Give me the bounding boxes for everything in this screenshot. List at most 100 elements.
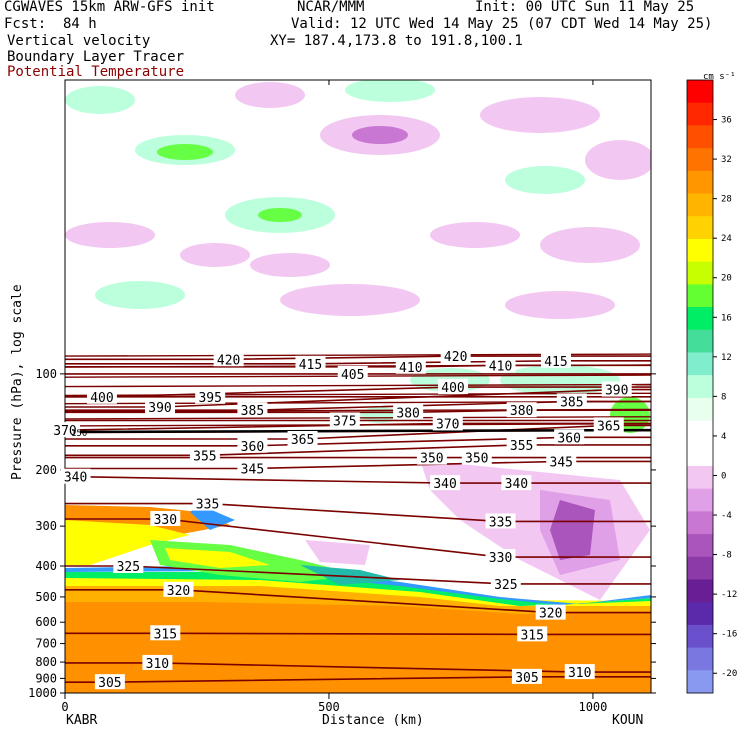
theta-label-bg [145, 398, 176, 414]
theta-label: 345 [550, 455, 573, 470]
colorbar-swatch [687, 329, 713, 353]
theta-label-bg [195, 388, 226, 404]
theta-label: 330 [154, 513, 177, 528]
valid-time: Valid: 12 UTC Wed 14 May 25 (07 CDT Wed … [291, 16, 713, 32]
colorbar-swatch [687, 102, 713, 126]
theta-label-bg [440, 348, 471, 364]
theta-label-bg [501, 475, 532, 491]
y-tick-label: 600 [35, 615, 57, 629]
theta-label: 315 [154, 627, 177, 642]
colorbar-swatch [687, 420, 713, 444]
theta-label-bg [490, 575, 521, 591]
y-tick-label: 500 [35, 590, 57, 604]
colorbar-swatch [687, 556, 713, 580]
colorbar-swatch [687, 193, 713, 217]
theta-label: 400 [441, 381, 464, 396]
theta-label: 340 [505, 477, 528, 492]
theta-label-bg [237, 437, 268, 453]
theta-contour [65, 436, 651, 447]
y-tick-label: 200 [35, 463, 57, 477]
colorbar-swatch [687, 579, 713, 603]
init-time: Init: 00 UTC Sun 11 May 25 [475, 0, 695, 15]
theta-label-bg [213, 351, 244, 367]
theta-label-bg [506, 402, 537, 418]
theta-label-bg [50, 422, 80, 438]
theta-label: 350 [465, 452, 488, 467]
field-boundary-layer-tracer: Boundary Layer Tracer [7, 49, 185, 65]
colorbar-swatch [687, 647, 713, 671]
theta-label-bg [393, 404, 424, 420]
theta-contour [65, 386, 651, 398]
cross-section-endpoints: XY= 187.4,173.8 to 191.8,100.1 [270, 33, 523, 49]
theta-label-bg [150, 511, 181, 527]
theta-label: 310 [146, 657, 169, 672]
theta-label-bg [150, 625, 181, 641]
theta-label-bg [554, 429, 585, 445]
field-potential-temperature: Potential Temperature [7, 64, 185, 80]
colorbar-label: 32 [721, 155, 732, 165]
theta-label-bg [438, 379, 469, 395]
colorbar-frame [686, 79, 714, 694]
colorbar-label: 36 [721, 116, 732, 126]
theta-label: 340 [64, 471, 87, 486]
right-station: KOUN [612, 713, 644, 728]
x-axis: 0 500 1000 [61, 80, 607, 714]
y-axis-label: Pressure (hPa), log scale [10, 284, 25, 480]
theta-label: 415 [544, 355, 567, 370]
theta-label: 325 [494, 578, 517, 593]
theta-label-bg [287, 431, 318, 447]
theta-label: 390 [148, 401, 171, 416]
theta-label: 420 [217, 353, 240, 368]
theta-label-bg [192, 495, 223, 511]
left-station: KABR [66, 713, 98, 728]
theta-label-bg [540, 352, 571, 368]
colorbar-label: 8 [721, 392, 726, 402]
theta-contour [65, 444, 651, 457]
y-tick-label: 100 [35, 367, 57, 381]
theta-label-bg [485, 549, 516, 565]
field-vertical-velocity: Vertical velocity [7, 33, 151, 49]
plot-frame [64, 79, 652, 694]
colorbar-swatch [687, 307, 713, 331]
colorbar-swatch [687, 352, 713, 376]
theta-label: 385 [241, 404, 264, 419]
theta-contour [65, 502, 651, 523]
colorbar-label: 16 [721, 313, 732, 323]
theta-contour [65, 565, 651, 585]
theta-label: 390 [605, 384, 628, 399]
colorbar-swatch [687, 148, 713, 172]
theta-label: 405 [341, 368, 364, 383]
colorbar-swatch [687, 284, 713, 308]
theta-label: 310 [568, 666, 591, 681]
colorbar-swatch [687, 602, 713, 626]
colorbar-label: -8 [721, 551, 732, 561]
theta-label-bg [94, 674, 125, 690]
theta-label-bg [416, 449, 447, 465]
theta-label: 340 [433, 477, 456, 492]
theta-label-bg [432, 415, 463, 431]
theta-label-bg [295, 355, 326, 371]
colorbar-swatch [687, 534, 713, 558]
model-title: CGWAVES 15km ARW-GFS init [4, 0, 215, 15]
theta-label-bg [485, 513, 516, 529]
colorbar-swatch [687, 624, 713, 649]
colorbar-label: 24 [721, 234, 732, 244]
theta-label-bg [329, 412, 360, 428]
organization: NCAR/MMM [297, 0, 365, 15]
colorbar-label: 28 [721, 195, 732, 205]
theta-contour [65, 424, 651, 440]
colorbar-swatch [687, 216, 713, 240]
theta-label: 305 [515, 671, 538, 686]
theta-contour [65, 360, 651, 365]
theta-label-bg [517, 626, 548, 642]
theta-label: 355 [510, 439, 533, 454]
theta-contour [65, 589, 651, 614]
x-tick-label: 500 [318, 700, 340, 714]
theta-contour-minor [65, 392, 651, 397]
theta-label-bg [535, 604, 566, 620]
theta-label: 320 [167, 584, 190, 599]
theta-label: 365 [597, 419, 620, 434]
theta-label: 380 [510, 404, 533, 419]
